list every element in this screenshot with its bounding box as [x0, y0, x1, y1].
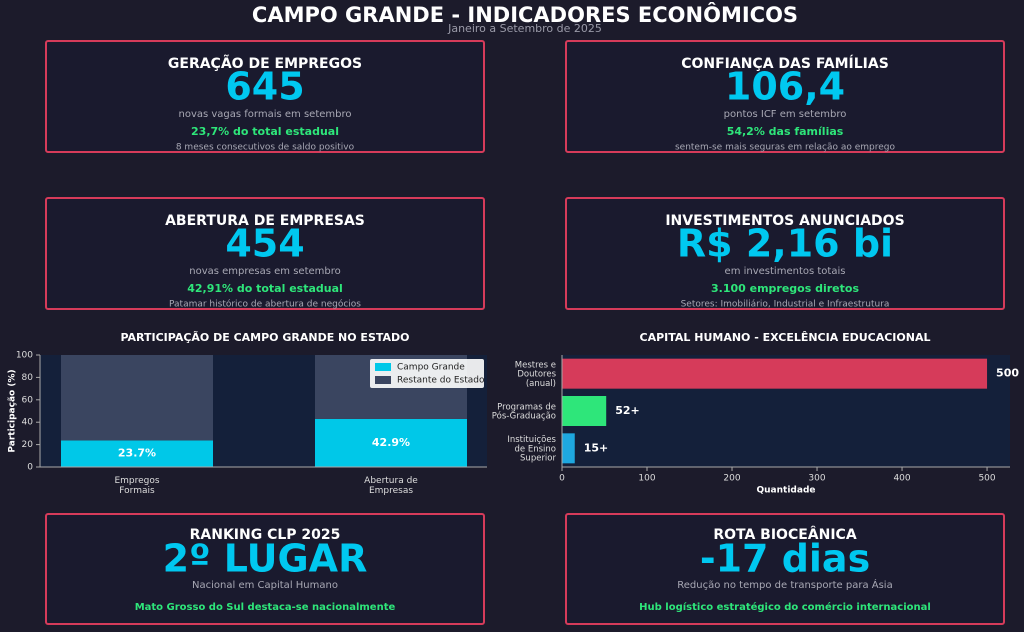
title: CAMPO GRANDE - INDICADORES ECONÔMICOS [252, 2, 798, 27]
y-tick-label: 60 [22, 395, 34, 405]
card-value: 2º LUGAR [163, 537, 368, 581]
card-note: Patamar histórico de abertura de negócio… [169, 299, 361, 310]
y-tick-label: 40 [22, 418, 34, 428]
card-desc: novas empresas em setembro [189, 266, 341, 277]
y-tick-label: 20 [22, 440, 34, 450]
card-highlight: Mato Grosso do Sul destaca-se nacionalme… [135, 602, 396, 613]
card-value: 645 [225, 65, 304, 109]
card-value: R$ 2,16 bi [677, 222, 893, 266]
y-tick-label: 80 [22, 373, 34, 383]
x-tick-label: 500 [978, 474, 995, 484]
x-tick-label: Empregos Formais [114, 476, 159, 496]
legend-swatch [375, 376, 391, 384]
card [45, 40, 485, 153]
bar [562, 433, 575, 464]
x-tick-label: 400 [893, 474, 910, 484]
chart-title: CAPITAL HUMANO - EXCELÊNCIA EDUCACIONAL [640, 331, 931, 344]
legend [370, 359, 484, 388]
card-highlight: 3.100 empregos diretos [711, 282, 859, 295]
y-tick-label: 100 [16, 351, 33, 361]
y-axis-label: Participação (%) [8, 369, 18, 452]
bar-segment [315, 418, 467, 467]
card-title: INVESTIMENTOS ANUNCIADOS [665, 213, 904, 229]
card [45, 513, 485, 625]
card [565, 513, 1005, 625]
legend-label: Restante do Estado [397, 376, 485, 386]
y-tick-label: Mestres e Doutores (anual) [515, 360, 557, 389]
bar-segment [61, 355, 213, 441]
card-note: sentem-se mais seguras em relação ao emp… [675, 143, 896, 153]
card-desc: pontos ICF em setembro [724, 109, 847, 120]
card-value: 454 [225, 222, 304, 266]
card-highlight: 54,2% das famílias [727, 125, 844, 138]
y-tick-label: Instituições de Ensino Superior [507, 434, 556, 463]
card [565, 197, 1005, 310]
value-label: 42.9% [372, 436, 410, 449]
bar-segment [61, 440, 213, 467]
card-title: ABERTURA DE EMPRESAS [165, 213, 365, 229]
card-note: 8 meses consecutivos de saldo positivo [176, 143, 355, 153]
card-desc: Redução no tempo de transporte para Ásia [677, 578, 892, 591]
bar [562, 396, 607, 426]
card-note: Setores: Imobiliário, Industrial e Infra… [681, 300, 890, 310]
card-value: -17 dias [700, 537, 870, 581]
value-label: 15+ [584, 441, 609, 454]
legend-label: Campo Grande [397, 363, 465, 373]
card-title: CONFIANÇA DAS FAMÍLIAS [681, 55, 889, 72]
card-desc: Nacional em Capital Humano [192, 580, 338, 591]
x-tick-label: 100 [638, 474, 655, 484]
card-title: RANKING CLP 2025 [190, 527, 341, 543]
x-tick-label: 200 [723, 474, 740, 484]
card-highlight: 23,7% do total estadual [191, 125, 339, 138]
value-label: 500 [996, 367, 1019, 380]
subtitle: Janeiro a Setembro de 2025 [447, 22, 602, 35]
card-desc: novas vagas formais em setembro [178, 109, 351, 120]
x-tick-label: Abertura de Empresas [364, 476, 418, 496]
card [45, 197, 485, 310]
card-highlight: Hub logístico estratégico do comércio in… [639, 601, 931, 613]
value-label: 52+ [615, 404, 640, 417]
value-label: 23.7% [118, 447, 156, 460]
y-tick-label: Programas de Pós-Graduação [492, 402, 556, 421]
x-tick-label: 300 [808, 474, 825, 484]
bar [562, 358, 988, 389]
legend-swatch [375, 363, 391, 371]
y-tick-label: 0 [27, 463, 33, 473]
x-axis-label: Quantidade [757, 486, 816, 496]
card [565, 40, 1005, 153]
card-title: ROTA BIOCEÂNICA [713, 526, 857, 543]
chart-title: PARTICIPAÇÃO DE CAMPO GRANDE NO ESTADO [120, 331, 409, 344]
card-highlight: 42,91% do total estadual [187, 282, 343, 295]
card-desc: em investimentos totais [725, 266, 846, 277]
x-tick-label: 0 [559, 474, 565, 484]
card-title: GERAÇÃO DE EMPREGOS [168, 55, 362, 72]
card-value: 106,4 [725, 65, 845, 109]
